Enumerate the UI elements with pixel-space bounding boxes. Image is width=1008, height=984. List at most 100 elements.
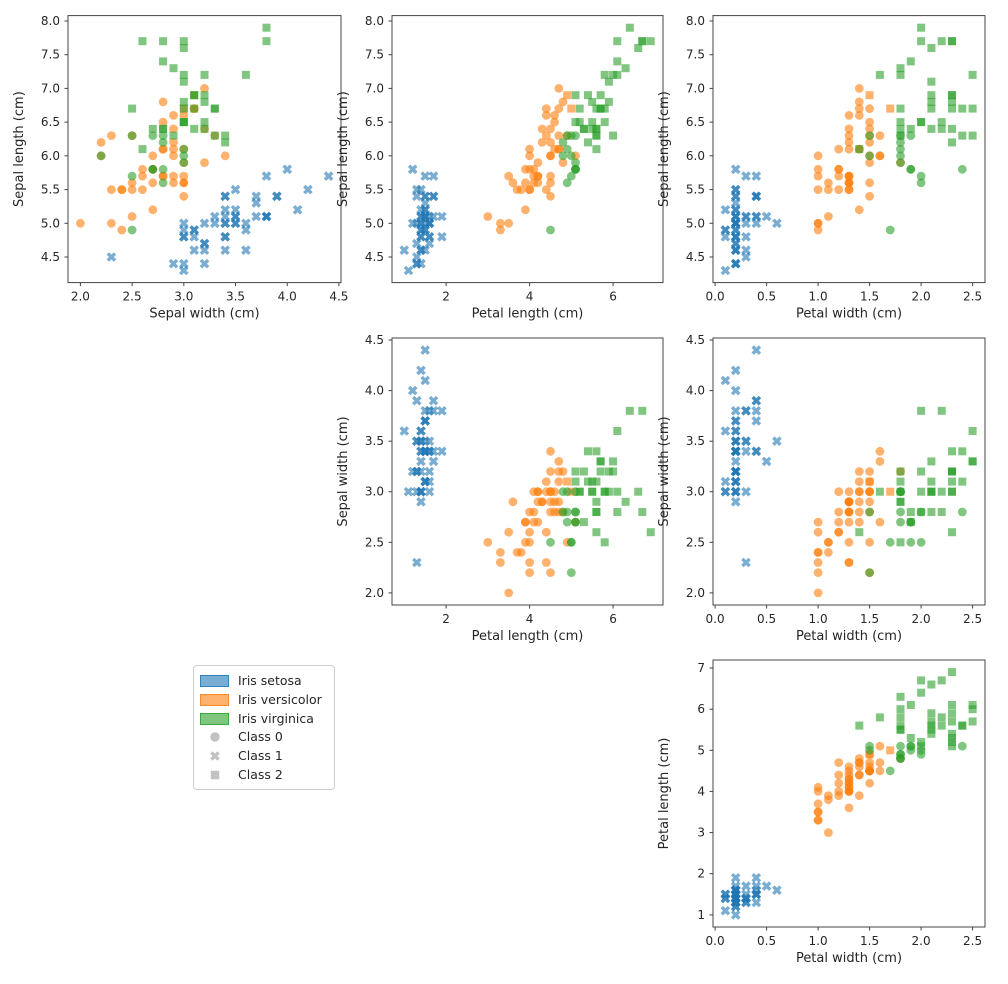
- point: [730, 893, 741, 904]
- point: [824, 178, 833, 188]
- point: [885, 225, 895, 235]
- axes-frame: [391, 15, 664, 284]
- x-tick-label: 2: [442, 290, 450, 304]
- points-layer: [720, 345, 977, 598]
- point: [844, 124, 854, 134]
- point: [865, 138, 874, 147]
- point: [927, 97, 936, 106]
- point: [199, 218, 210, 229]
- point: [948, 738, 956, 747]
- point: [533, 178, 543, 188]
- legend-label-class1: Class 1: [238, 748, 283, 764]
- point: [948, 528, 956, 537]
- point: [550, 111, 559, 120]
- point: [138, 37, 147, 46]
- point: [179, 232, 189, 242]
- point: [720, 893, 731, 904]
- point: [751, 889, 762, 900]
- point: [927, 124, 936, 133]
- point: [571, 164, 580, 174]
- y-axis-label: Sepal width (cm): [657, 416, 672, 526]
- point: [554, 104, 564, 113]
- y-tick-label: 4.5: [686, 250, 705, 264]
- point: [592, 477, 601, 486]
- point: [571, 467, 580, 476]
- point: [875, 70, 884, 79]
- point: [546, 124, 555, 134]
- point: [854, 791, 864, 800]
- point: [533, 158, 543, 167]
- point: [824, 548, 833, 557]
- point: [558, 97, 568, 107]
- subplot-2: 2 4 6 4.5 5.0 5.5 6.0 6.5 7.0 7.5 8.0 Petal length …: [336, 14, 664, 322]
- y-tick-label: 3.5: [365, 434, 384, 448]
- point: [604, 97, 613, 106]
- point: [875, 517, 885, 527]
- point: [428, 395, 439, 406]
- point: [127, 131, 137, 140]
- point: [158, 164, 168, 174]
- point: [220, 232, 230, 242]
- y-tick-label: 5.0: [41, 216, 60, 230]
- point: [158, 144, 168, 154]
- x-axis-label: Petal width (cm): [796, 307, 902, 322]
- y-axis-label: Sepal width (cm): [336, 416, 351, 526]
- point: [730, 476, 741, 487]
- point: [179, 70, 188, 79]
- point: [424, 466, 435, 477]
- point: [504, 171, 514, 181]
- point: [865, 758, 874, 767]
- point: [741, 436, 751, 446]
- point: [917, 467, 926, 476]
- point: [730, 486, 741, 497]
- point: [906, 57, 915, 66]
- point: [957, 741, 967, 751]
- y-tick-label: 7.0: [686, 81, 705, 95]
- point: [613, 427, 622, 435]
- point: [875, 151, 885, 161]
- point: [169, 124, 178, 134]
- y-tick-label: 8.0: [365, 14, 384, 28]
- point: [179, 218, 189, 229]
- point: [596, 91, 605, 100]
- point: [169, 131, 178, 140]
- point: [772, 885, 782, 895]
- x-tick-label: 2: [442, 612, 450, 626]
- point: [437, 232, 447, 242]
- y-tick-label: 2.0: [365, 586, 384, 600]
- point: [875, 457, 885, 466]
- point: [813, 815, 823, 825]
- point: [554, 131, 564, 140]
- x-axis-label: Petal length (cm): [472, 307, 584, 322]
- point: [937, 406, 946, 415]
- point: [558, 158, 568, 167]
- point: [927, 729, 936, 738]
- point: [625, 406, 634, 415]
- point: [730, 466, 741, 477]
- point: [546, 497, 555, 507]
- point: [937, 508, 946, 516]
- point: [813, 807, 823, 817]
- y-tick-label: 6.0: [41, 149, 60, 163]
- point: [927, 457, 936, 466]
- point: [613, 37, 622, 46]
- point: [751, 897, 762, 908]
- point: [896, 487, 905, 497]
- point: [508, 178, 518, 188]
- point: [546, 446, 555, 456]
- point: [220, 151, 230, 161]
- point: [158, 138, 168, 147]
- point: [541, 477, 551, 486]
- point: [751, 406, 762, 416]
- y-tick-label: 3.5: [686, 434, 705, 448]
- point: [813, 558, 823, 567]
- y-axis-label: Sepal length (cm): [12, 91, 27, 207]
- point: [190, 91, 199, 100]
- point: [834, 787, 844, 796]
- point: [844, 558, 854, 567]
- point: [575, 118, 584, 127]
- point: [420, 171, 430, 181]
- point: [844, 131, 854, 140]
- point: [179, 104, 188, 113]
- point: [948, 467, 956, 476]
